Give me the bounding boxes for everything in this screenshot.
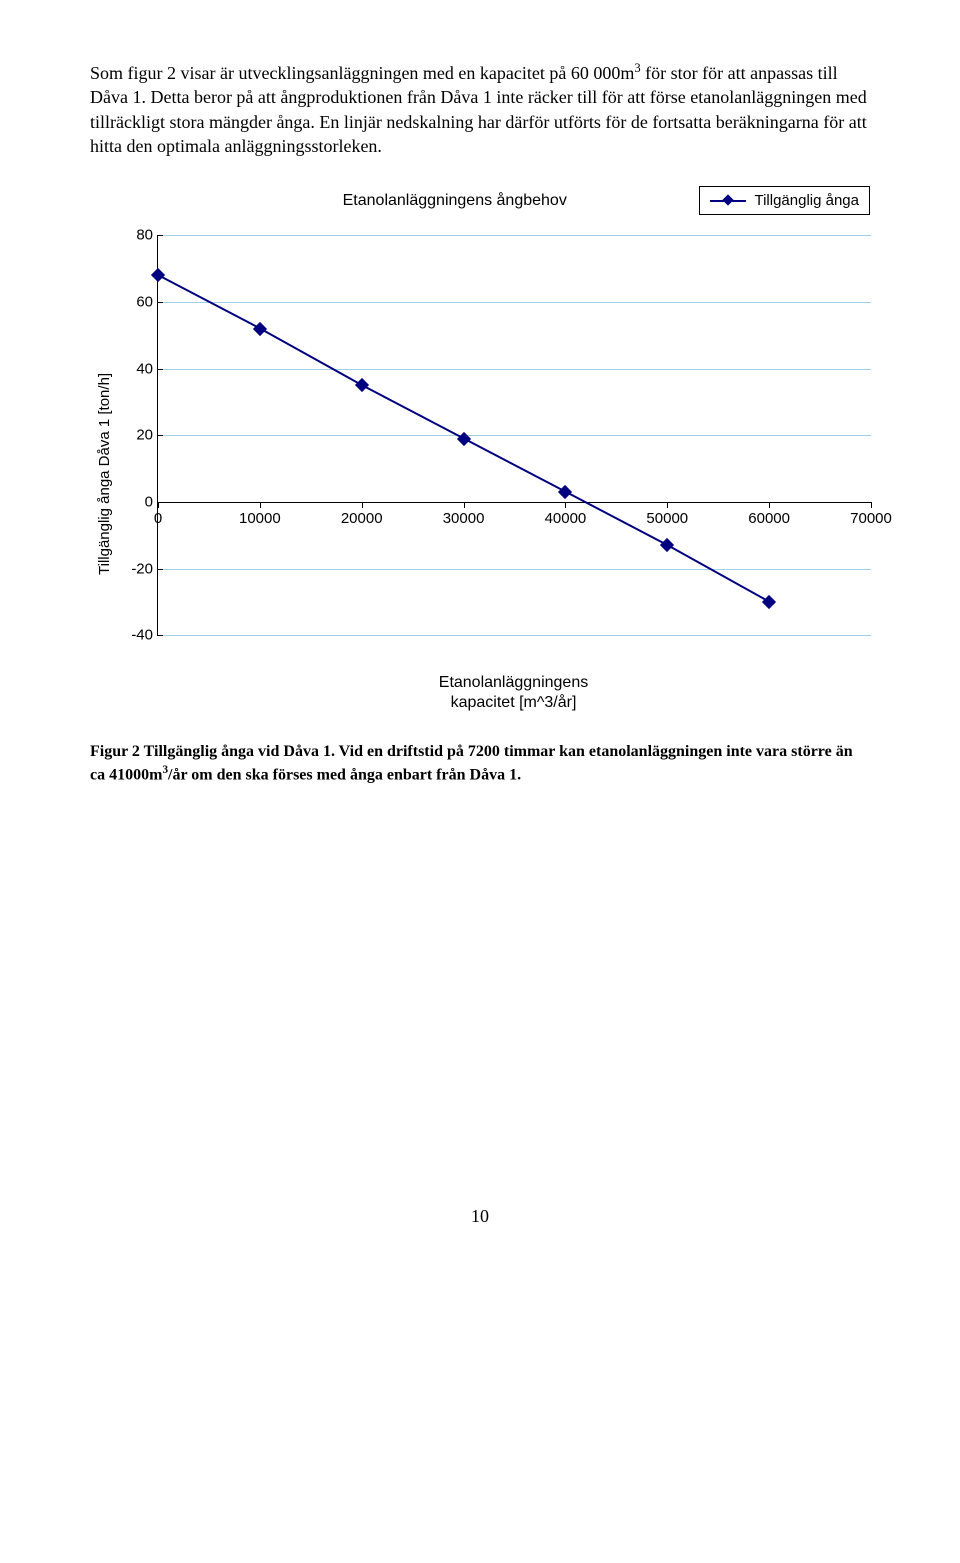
y-tick-label: 40 bbox=[113, 360, 153, 377]
legend-line-icon bbox=[710, 200, 746, 202]
chart-title: Etanolanläggningens ångbehov bbox=[210, 192, 699, 210]
grid-line bbox=[158, 635, 871, 636]
legend-label: Tillgänglig ånga bbox=[754, 192, 859, 209]
y-tick-label: -20 bbox=[113, 560, 153, 577]
y-tick-label: 20 bbox=[113, 427, 153, 444]
y-tick-label: 0 bbox=[113, 493, 153, 510]
legend-marker-icon bbox=[723, 194, 734, 205]
body-paragraph: Som figur 2 visar är utvecklingsanläggni… bbox=[90, 60, 870, 158]
y-tick-label: 60 bbox=[113, 293, 153, 310]
chart-legend: Tillgänglig ånga bbox=[699, 186, 870, 215]
series-line bbox=[158, 235, 871, 635]
x-axis-label: Etanolanläggningenskapacitet [m^3/år] bbox=[157, 673, 870, 713]
steam-chart: Etanolanläggningens ångbehov Tillgänglig… bbox=[90, 186, 870, 713]
y-tick-label: -40 bbox=[113, 627, 153, 644]
y-tick-label: 80 bbox=[113, 227, 153, 244]
chart-plot-zone: -40-20020406080 010000200003000040000500… bbox=[157, 235, 870, 713]
page-number: 10 bbox=[90, 1206, 870, 1227]
y-axis-label: Tillgänglig ånga Dåva 1 [ton/h] bbox=[90, 235, 113, 713]
figure-caption: Figur 2 Tillgänglig ånga vid Dåva 1. Vid… bbox=[90, 741, 870, 786]
x-tick bbox=[871, 502, 872, 508]
y-tick bbox=[157, 635, 163, 636]
